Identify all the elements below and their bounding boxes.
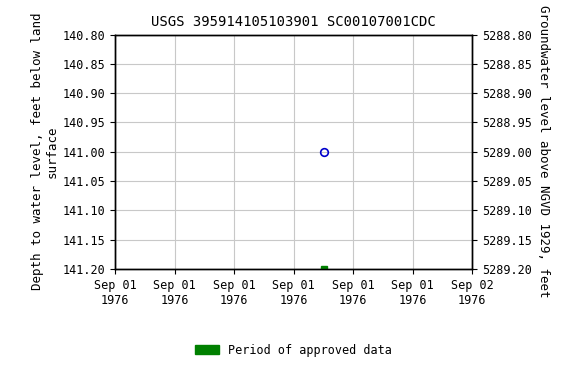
Y-axis label: Depth to water level, feet below land
surface: Depth to water level, feet below land su… [31, 13, 59, 290]
Title: USGS 395914105103901 SC00107001CDC: USGS 395914105103901 SC00107001CDC [151, 15, 436, 29]
Y-axis label: Groundwater level above NGVD 1929, feet: Groundwater level above NGVD 1929, feet [537, 5, 551, 298]
Legend: Period of approved data: Period of approved data [191, 339, 397, 361]
